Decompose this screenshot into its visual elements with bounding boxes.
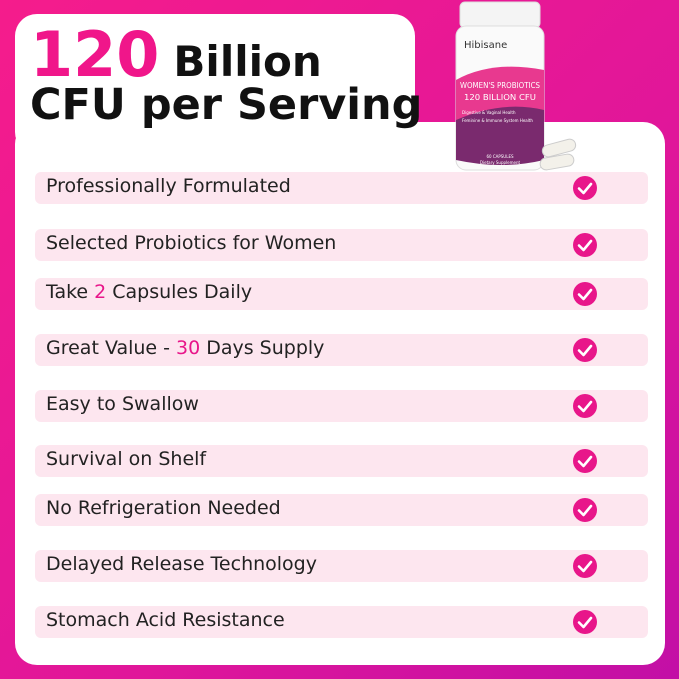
feature-label: Selected Probiotics for Women [46,232,337,254]
feature-number: 2 [94,281,107,303]
bottle-benefit: Digestive & Vaginal Health [462,110,516,115]
capsules [539,138,577,171]
feature-label: No Refrigeration Needed [46,497,281,519]
feature-row: Easy to Swallow [35,390,648,422]
check-icon [573,394,597,418]
feature-text: Survival on Shelf [46,448,206,470]
check-icon [573,610,597,634]
headline-line: CFU per Serving [30,80,423,130]
feature-row: No Refrigeration Needed [35,494,648,526]
feature-text: Selected Probiotics for Women [46,232,336,254]
bottle-count: 60 CAPSULES [486,154,514,159]
check-icon [573,554,597,578]
feature-label: Professionally Formulated [46,175,291,197]
feature-row: Selected Probiotics for Women [35,229,648,261]
feature-label: Take [46,281,89,303]
feature-label: Capsules Daily [112,281,253,303]
feature-text: Easy to Swallow [46,393,199,415]
check-icon [573,176,597,200]
bottle-benefit: Feminine & Immune System Health [462,118,533,123]
feature-number: 30 [176,337,201,359]
headline-number: 120 [30,18,160,91]
feature-row: Survival on Shelf [35,445,648,477]
check-icon [573,233,597,257]
feature-row: Stomach Acid Resistance [35,606,648,638]
headline-card [15,14,415,154]
feature-label: Great Value - [46,337,171,359]
headline-unit: Billion [173,37,322,86]
check-icon [573,282,597,306]
feature-label: Delayed Release Technology [46,553,317,575]
feature-row: Great Value -30 Days Supply [35,334,648,366]
feature-text: Great Value -30 Days Supply [46,337,324,359]
feature-text: Stomach Acid Resistance [46,609,285,631]
feature-text: Take 2 Capsules Daily [46,281,252,303]
feature-row: Delayed Release Technology [35,550,648,582]
bottle-kind: Dietary Supplement [480,160,521,165]
check-icon [573,338,597,362]
feature-label: Survival on Shelf [46,448,207,470]
check-icon [573,498,597,522]
headline: 120 Billion [30,18,322,91]
bottle-strength: 120 BILLION CFU [464,93,536,102]
feature-text: No Refrigeration Needed [46,497,281,519]
feature-row: Professionally Formulated [35,172,648,204]
feature-label: Days Supply [206,337,325,359]
feature-text: Professionally Formulated [46,175,291,197]
feature-row: Take 2 Capsules Daily [35,278,648,310]
bottle: Hibisane WOMEN'S PROBIOTICS 120 BILLION … [455,1,545,171]
feature-label: Stomach Acid Resistance [46,609,285,631]
feature-text: Delayed Release Technology [46,553,317,575]
feature-label: Easy to Swallow [46,393,199,415]
check-icon [573,449,597,473]
bottle-product: WOMEN'S PROBIOTICS [460,81,540,90]
bottle-brand: Hibisane [464,40,507,51]
